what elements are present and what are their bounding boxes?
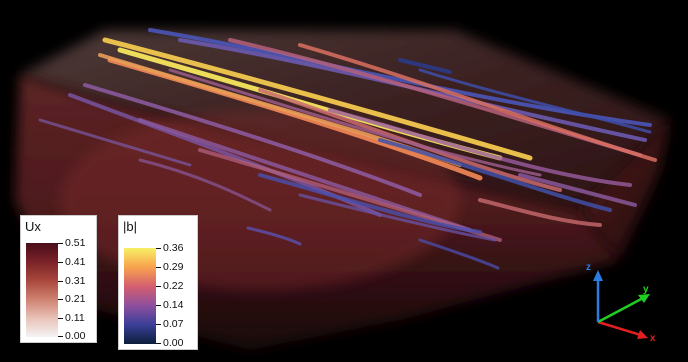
- axis-y-line: [597, 295, 646, 324]
- axis-y-label: y: [643, 284, 649, 295]
- colorbar-ux-tick: 0.21: [58, 293, 85, 305]
- colorbar-ux-tick: 0.41: [58, 256, 85, 268]
- streamline: [328, 108, 632, 187]
- colorbar-ux-title: Ux: [25, 219, 41, 234]
- axis-x-line: [597, 320, 645, 338]
- colorbar-ux-tick: 0.11: [58, 312, 85, 324]
- streamline: [398, 58, 452, 74]
- colorbar-b-title: |b|: [123, 219, 137, 234]
- axis-y-arrowhead: [638, 294, 650, 303]
- streamline: [38, 118, 192, 167]
- streamline: [518, 173, 637, 207]
- axis-x-arrowhead: [637, 330, 648, 339]
- streamline: [418, 68, 652, 134]
- streamline: [478, 198, 602, 227]
- colorbar-b-tick: 0.22: [156, 280, 183, 292]
- axis-z-arrowhead: [593, 270, 603, 281]
- colorbar-b-tick: 0.14: [156, 299, 183, 311]
- colorbar-b-tick: 0.36: [156, 242, 183, 254]
- colorbar-ux-gradient: [26, 243, 58, 337]
- streamline: [418, 238, 500, 270]
- colorbar-b-tick: 0.00: [156, 337, 183, 349]
- axes-triad: x y z: [586, 262, 656, 344]
- colorbar-b-gradient: [124, 248, 156, 344]
- streamline: [102, 37, 533, 161]
- volume-box-side: [580, 120, 670, 260]
- colorbar-ux-tick: 0.31: [58, 275, 85, 287]
- streamlines: [38, 28, 657, 270]
- colorbar-ux: Ux 0.51 0.41 0.31 0.21 0.11 0.00: [20, 215, 97, 343]
- streamline: [378, 138, 612, 212]
- colorbar-b-tick: 0.29: [156, 261, 183, 273]
- axis-x-label: x: [650, 333, 656, 344]
- colorbar-ux-tick: 0.51: [58, 237, 85, 249]
- colorbar-b: |b| 0.36 0.29 0.22 0.14 0.07 0.00: [118, 215, 198, 350]
- streamline: [298, 193, 497, 242]
- axis-z-label: z: [586, 262, 591, 273]
- streamline: [138, 158, 272, 212]
- streamline: [83, 83, 422, 197]
- streamline: [246, 226, 302, 246]
- colorbar-ux-tick: 0.00: [58, 330, 85, 342]
- streamline: [258, 173, 482, 234]
- colorbar-b-tick: 0.07: [156, 318, 183, 330]
- streamline: [298, 43, 657, 162]
- streamline: [168, 68, 542, 177]
